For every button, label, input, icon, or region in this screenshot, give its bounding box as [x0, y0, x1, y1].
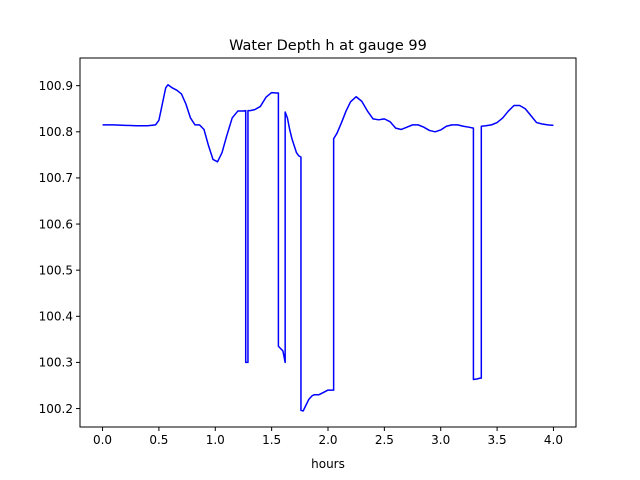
y-tick-label: 100.7 [39, 171, 73, 185]
series-group [102, 84, 554, 412]
x-tick-label: 1.0 [206, 433, 225, 447]
y-tick-label: 100.5 [39, 263, 73, 277]
x-tick-label: 1.5 [262, 433, 281, 447]
y-tick-label: 100.8 [39, 125, 73, 139]
plot-frame [79, 57, 577, 428]
x-tick-label: 0.0 [93, 433, 112, 447]
x-axis-label: hours [311, 457, 345, 471]
x-tick-label: 2.5 [375, 433, 394, 447]
x-tick-label: 3.0 [431, 433, 450, 447]
x-tick-label: 3.5 [488, 433, 507, 447]
y-tick-label: 100.9 [39, 79, 73, 93]
chart-title: Water Depth h at gauge 99 [229, 38, 427, 54]
y-tick-label: 100.2 [39, 402, 73, 416]
y-tick-label: 100.3 [39, 356, 73, 370]
axes: 0.0 0.5 1.0 1.5 2.0 2.5 3.0 3.5 4.0 100.2 100.3 100… [39, 79, 563, 447]
series-line [102, 84, 554, 412]
x-tick-label: 4.0 [544, 433, 563, 447]
x-tick-label: 0.5 [149, 433, 168, 447]
y-tick-label: 100.4 [39, 310, 73, 324]
x-tick-label: 2.0 [318, 433, 337, 447]
y-tick-label: 100.6 [39, 217, 73, 231]
